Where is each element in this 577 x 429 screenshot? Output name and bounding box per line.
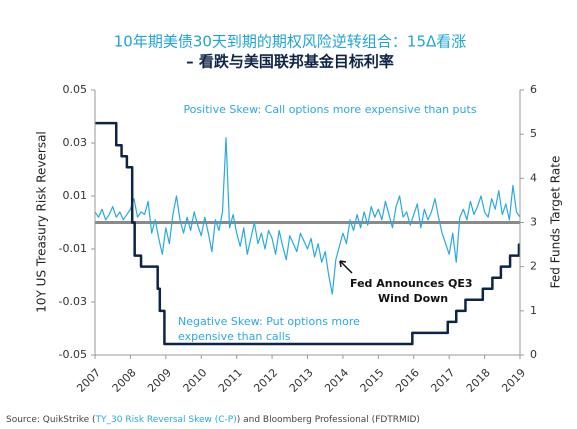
source-text: Source: QuikStrike ( xyxy=(6,415,96,425)
y-tick-label: -0.01 xyxy=(59,242,87,255)
annotation: Wind Down xyxy=(378,292,448,305)
annotation: expensive than calls xyxy=(178,330,291,343)
y2-tick-label: 6 xyxy=(530,83,537,96)
annotation: Fed Announces QE3 xyxy=(350,277,473,290)
y-tick-label: 0.01 xyxy=(63,189,88,202)
y-tick-label: -0.05 xyxy=(59,348,87,361)
x-tick-label: 2014 xyxy=(322,366,351,395)
x-tick-label: 2018 xyxy=(464,366,493,395)
x-tick-label: 2017 xyxy=(428,366,457,395)
annotation: Negative Skew: Put options more xyxy=(178,315,360,328)
y-axis-label: 10Y US Treasury Risk Reversal xyxy=(35,131,49,313)
x-tick-label: 2016 xyxy=(393,366,422,395)
x-tick-label: 2008 xyxy=(110,366,139,395)
annotation-arrow xyxy=(339,260,353,274)
x-tick-label: 2009 xyxy=(145,366,174,395)
x-tick-label: 2007 xyxy=(74,366,103,395)
chart-title: 10年期美债30天到期的期权风险逆转组合：15Δ看涨 xyxy=(114,33,467,51)
x-tick-label: 2013 xyxy=(287,366,316,395)
x-tick-label: 2010 xyxy=(181,366,210,395)
series-line xyxy=(95,121,521,346)
y2-tick-label: 1 xyxy=(530,304,537,317)
annotation: Positive Skew: Call options more expensi… xyxy=(183,103,476,116)
y-tick-label: -0.03 xyxy=(59,295,87,308)
chart-subtitle: – 看跌与美国联邦基金目标利率 xyxy=(186,53,394,71)
x-tick-label: 2015 xyxy=(358,366,387,395)
x-tick-label: 2019 xyxy=(499,366,528,395)
source-text: ) and Bloomberg Professional (FDTRMID) xyxy=(237,415,420,425)
y-tick-label: 0.05 xyxy=(63,83,88,96)
y2-tick-label: 0 xyxy=(530,348,537,361)
x-tick-label: 2012 xyxy=(251,366,280,395)
source: Source: QuikStrike (TY_30 Risk Reversal … xyxy=(6,415,420,425)
source-link: TY_30 Risk Reversal Skew (C-P) xyxy=(95,415,237,425)
y2-tick-label: 2 xyxy=(530,260,537,273)
y2-axis-label: Fed Funds Target Rate xyxy=(549,156,563,289)
y-tick-label: 0.03 xyxy=(63,136,88,149)
y2-tick-label: 5 xyxy=(530,127,537,140)
series-line xyxy=(94,137,521,295)
y2-tick-label: 4 xyxy=(530,171,537,184)
y2-tick-label: 3 xyxy=(530,216,537,229)
x-tick-label: 2011 xyxy=(216,366,245,395)
